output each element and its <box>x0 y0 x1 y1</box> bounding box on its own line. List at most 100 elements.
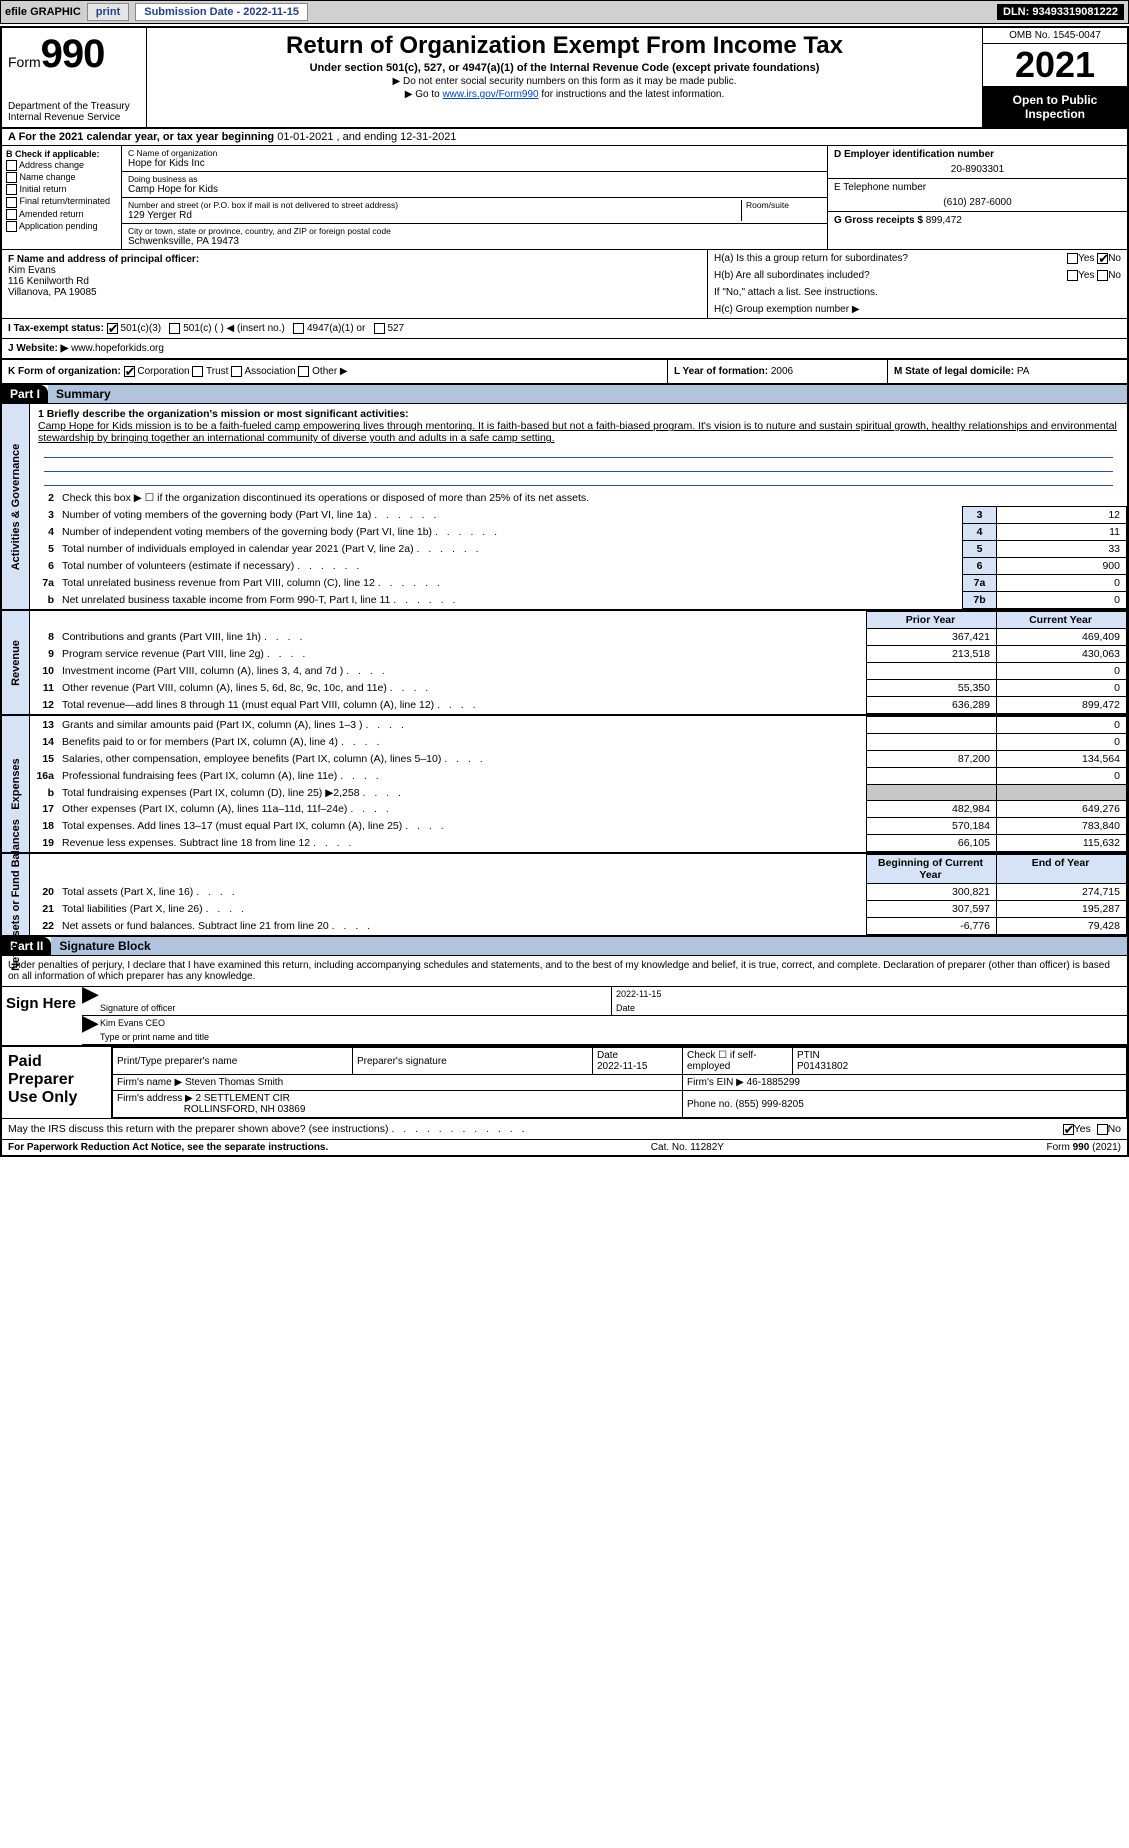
table-row: 20Total assets (Part X, line 16) . . . .… <box>30 884 1127 901</box>
firm-ein: 46-1885299 <box>747 1077 800 1088</box>
block-m: M State of legal domicile: PA <box>887 360 1127 383</box>
ein-label: D Employer identification number <box>834 149 994 160</box>
block-fh: F Name and address of principal officer:… <box>2 250 1127 319</box>
cb-address[interactable]: Address change <box>6 160 117 171</box>
declaration-text: Under penalties of perjury, I declare th… <box>2 956 1127 986</box>
table-row: 15Salaries, other compensation, employee… <box>30 751 1127 768</box>
block-k: K Form of organization: Corporation Trus… <box>2 360 667 383</box>
hdr-boy: Beginning of Current Year <box>867 855 997 884</box>
footer-left: For Paperwork Reduction Act Notice, see … <box>8 1142 328 1153</box>
form-header: Form990 Department of the Treasury Inter… <box>2 28 1127 129</box>
cb-corp[interactable] <box>124 366 135 377</box>
table-row: 22Net assets or fund balances. Subtract … <box>30 918 1127 935</box>
header-mid: Return of Organization Exempt From Incom… <box>147 28 982 127</box>
form-subtitle: Under section 501(c), 527, or 4947(a)(1)… <box>155 62 974 74</box>
sig-officer-label: Signature of officer <box>100 1003 607 1013</box>
hdr-current-year: Current Year <box>997 612 1127 629</box>
table-row: 16aProfessional fundraising fees (Part I… <box>30 768 1127 785</box>
gross-label: G Gross receipts $ <box>834 215 926 226</box>
cb-527[interactable] <box>374 323 385 334</box>
cb-trust[interactable] <box>192 366 203 377</box>
part1-title: Summary <box>48 385 1127 403</box>
cb-name[interactable]: Name change <box>6 172 117 183</box>
sign-here-label: Sign Here <box>2 987 82 1045</box>
table-row: 13Grants and similar amounts paid (Part … <box>30 717 1127 734</box>
table-row: 3Number of voting members of the governi… <box>30 507 1127 524</box>
h-b: H(b) Are all subordinates included? Yes … <box>708 267 1127 284</box>
cb-501c[interactable] <box>169 323 180 334</box>
org-name: Hope for Kids Inc <box>128 158 821 169</box>
gross-receipts: 899,472 <box>926 215 962 226</box>
block-b: B Check if applicable: Address change Na… <box>2 146 122 249</box>
section-netassets: Net Assets or Fund Balances Beginning of… <box>2 854 1127 937</box>
paid-preparer-row: Paid Preparer Use Only Print/Type prepar… <box>2 1045 1127 1118</box>
preparer-table: Print/Type preparer's name Preparer's si… <box>112 1047 1127 1118</box>
table-row: bNet unrelated business taxable income f… <box>30 592 1127 609</box>
officer-label: F Name and address of principal officer: <box>8 254 199 265</box>
footer-right: Form 990 (2021) <box>1047 1142 1122 1153</box>
submission-date: Submission Date - 2022-11-15 <box>135 3 308 21</box>
part2-bar: Part II Signature Block <box>2 937 1127 956</box>
dba: Camp Hope for Kids <box>128 184 821 195</box>
city-state-zip: Schwenksville, PA 19473 <box>128 236 821 247</box>
firm-phone: (855) 999-8205 <box>735 1099 803 1110</box>
footer: For Paperwork Reduction Act Notice, see … <box>2 1139 1127 1155</box>
table-row: 17Other expenses (Part IX, column (A), l… <box>30 801 1127 818</box>
cb-amended[interactable]: Amended return <box>6 209 117 220</box>
table-row: 12Total revenue—add lines 8 through 11 (… <box>30 697 1127 714</box>
officer-addr1: 116 Kenilworth Rd <box>8 276 89 287</box>
block-bcd: B Check if applicable: Address change Na… <box>2 146 1127 250</box>
mission-text: Camp Hope for Kids mission is to be a fa… <box>38 420 1117 444</box>
block-c: C Name of organization Hope for Kids Inc… <box>122 146 827 249</box>
cb-final[interactable]: Final return/terminated <box>6 196 117 207</box>
block-h: H(a) Is this a group return for subordin… <box>707 250 1127 318</box>
cb-other[interactable] <box>298 366 309 377</box>
website-row: J Website: ▶ www.hopeforkids.org <box>2 339 1127 360</box>
form-title: Return of Organization Exempt From Incom… <box>155 32 974 60</box>
ssn-note: ▶ Do not enter social security numbers o… <box>155 76 974 87</box>
print-button[interactable]: print <box>87 3 129 21</box>
city-label: City or town, state or province, country… <box>128 226 821 236</box>
cb-assoc[interactable] <box>231 366 242 377</box>
cb-501c3[interactable] <box>107 323 118 334</box>
table-row: 4Number of independent voting members of… <box>30 524 1127 541</box>
irs-link[interactable]: www.irs.gov/Form990 <box>442 89 538 100</box>
cb-discuss-no[interactable] <box>1097 1124 1108 1135</box>
officer-addr2: Villanova, PA 19085 <box>8 287 97 298</box>
header-right: OMB No. 1545-0047 2021 Open to Public In… <box>982 28 1127 127</box>
officer-printed-name: Kim Evans CEO <box>100 1018 1123 1032</box>
firm-addr2: ROLLINSFORD, NH 03869 <box>184 1104 306 1115</box>
phone-label: E Telephone number <box>834 182 1121 193</box>
side-revenue: Revenue <box>2 611 30 714</box>
prep-sig-label: Preparer's signature <box>353 1048 593 1075</box>
table-row: 10Investment income (Part VIII, column (… <box>30 663 1127 680</box>
prep-name-label: Print/Type preparer's name <box>113 1048 353 1075</box>
discuss-row: May the IRS discuss this return with the… <box>2 1118 1127 1139</box>
h-c: H(c) Group exemption number ▶ <box>708 301 1127 318</box>
goto-note: ▶ Go to www.irs.gov/Form990 for instruct… <box>155 89 974 100</box>
part2-title: Signature Block <box>51 937 1127 955</box>
cb-pending[interactable]: Application pending <box>6 221 117 232</box>
side-governance: Activities & Governance <box>2 404 30 609</box>
hdr-eoy: End of Year <box>997 855 1127 884</box>
prep-date: 2022-11-15 <box>597 1061 647 1072</box>
cb-discuss-yes[interactable] <box>1063 1124 1074 1135</box>
block-l: L Year of formation: 2006 <box>667 360 887 383</box>
h-a: H(a) Is this a group return for subordin… <box>708 250 1127 267</box>
dba-label: Doing business as <box>128 174 821 184</box>
website-url: www.hopeforkids.org <box>71 343 164 354</box>
street-address: 129 Yerger Rd <box>128 210 741 221</box>
topbar: efile GRAPHIC print Submission Date - 20… <box>0 0 1129 24</box>
section-revenue: Revenue Prior YearCurrent Year 8Contribu… <box>2 611 1127 716</box>
line-2: Check this box ▶ ☐ if the organization d… <box>58 490 1127 506</box>
sign-here-row: Sign Here ▶ Signature of officer 2022-11… <box>2 986 1127 1045</box>
firm-addr1: 2 SETTLEMENT CIR <box>196 1093 290 1104</box>
cb-initial[interactable]: Initial return <box>6 184 117 195</box>
table-row: 7aTotal unrelated business revenue from … <box>30 575 1127 592</box>
tax-year: 2021 <box>983 44 1127 87</box>
mission-block: 1 Briefly describe the organization's mi… <box>30 404 1127 490</box>
room-label: Room/suite <box>746 200 821 210</box>
cb-4947[interactable] <box>293 323 304 334</box>
firm-name: Steven Thomas Smith <box>185 1077 283 1088</box>
table-row: 5Total number of individuals employed in… <box>30 541 1127 558</box>
